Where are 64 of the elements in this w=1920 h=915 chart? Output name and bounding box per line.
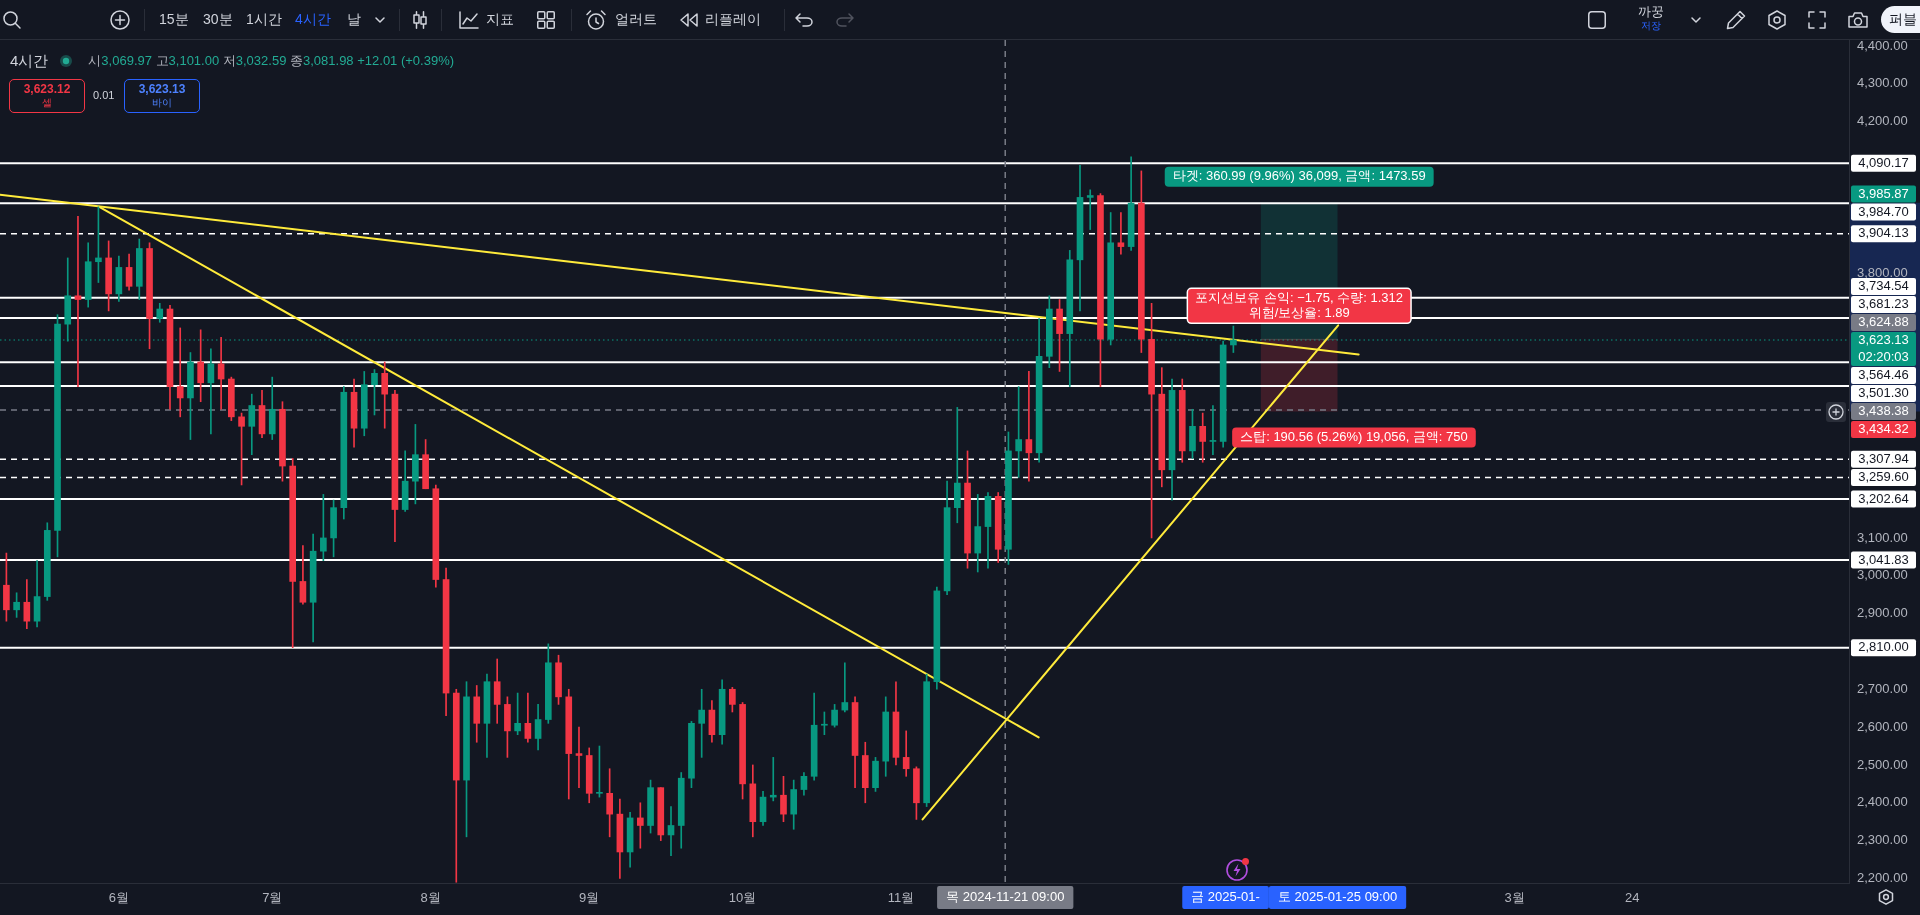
text: 3,985.87 — [1858, 185, 1909, 201]
annotation: 타겟: 360.99 (9.96%) 36,099, 금액: 1473.59 — [1172, 168, 1426, 184]
annotation: 3,623.12 — [23, 82, 71, 96]
ref-line-label: 3,438.38 — [1858, 403, 1909, 419]
text: 1시간 — [246, 11, 282, 27]
annotation: 포지션보유 손익: −1.75, 수량: 1.312 위험/보상율: 1.89 — [1195, 289, 1404, 320]
ref-line-label: 3,904.13 — [1858, 225, 1909, 241]
annotation: 셀 — [42, 97, 52, 108]
text: 시3,069.97 고3,101.00 저3,032.59 종3,081.98 +12.01 (+0.39%) — [88, 53, 455, 68]
buy-button: 3,623.13 바이 — [124, 79, 200, 113]
x-tick-label: 6월 — [108, 890, 129, 906]
y-tick-label: 2,600.00 — [1857, 718, 1908, 734]
text: 15분 — [159, 11, 189, 27]
x-tick-label: 10월 — [728, 890, 757, 906]
ref-line-label: 3,984.70 — [1858, 203, 1909, 219]
y-tick-label: 4,400.00 — [1857, 37, 1908, 53]
x-tick-label: 8월 — [420, 890, 441, 906]
ref-line-label: 3,307.94 — [1858, 450, 1909, 466]
ref-line-label: 4,090.17 — [1858, 154, 1909, 170]
x-tick-label: 9월 — [579, 890, 600, 906]
x-tick-label: 7월 — [262, 890, 283, 906]
text: 날 — [347, 11, 361, 27]
y-tick-label: 3,100.00 — [1857, 529, 1908, 545]
x-tick-label: 11월 — [887, 890, 915, 906]
y-tick-label: 2,300.00 — [1857, 832, 1908, 848]
x-tick-label: 24 — [1624, 890, 1640, 906]
y-tick-label: 2,200.00 — [1857, 870, 1908, 886]
ref-line-label: 3,501.30 — [1858, 385, 1909, 401]
y-tick-label: 2,900.00 — [1857, 605, 1908, 621]
text: 30분 — [203, 11, 233, 27]
y-tick-label: 4,200.00 — [1857, 113, 1908, 129]
text: 지표 — [486, 11, 514, 27]
text: 얼러트 — [615, 11, 657, 27]
y-tick-label: 3,800.00 — [1857, 264, 1908, 280]
y-tick-label: 4,300.00 — [1857, 75, 1908, 91]
annotation: 바이 — [152, 97, 172, 108]
text: 3,434.32 — [1858, 421, 1909, 437]
annotation: 스탑: 190.56 (5.26%) 19,056, 금액: 750 — [1240, 429, 1468, 445]
publish-button: 퍼블 — [1881, 6, 1920, 33]
ref-line-label: 3,202.64 — [1858, 490, 1909, 506]
ref-line-label: 3,259.60 — [1858, 469, 1909, 485]
text: 까꿍 — [1638, 4, 1664, 19]
x-tick-label: 3월 — [1504, 890, 1525, 906]
y-tick-label: 3,000.00 — [1857, 567, 1908, 583]
ref-line-label: 3,041.83 — [1858, 551, 1909, 567]
annotation: 0.01 — [93, 89, 115, 101]
text: 토 2025-01-25 09:00 — [1277, 889, 1398, 905]
text: 3,624.88 — [1858, 314, 1909, 330]
y-tick-label: 2,700.00 — [1857, 680, 1908, 696]
text: 4시간 — [10, 51, 49, 71]
text: 금 2025-01- — [1191, 889, 1260, 905]
ref-line-label: 목 2024-11-21 09:00 — [946, 889, 1065, 905]
y-tick-label: 2,500.00 — [1857, 756, 1908, 772]
ref-line-label: 3,734.54 — [1858, 278, 1909, 294]
legend-label: 3,681.23 — [1858, 296, 1909, 312]
text: 리플레이 — [705, 11, 761, 27]
text: 저장 — [1641, 20, 1661, 31]
text: 4시간 — [295, 11, 331, 27]
annotation: 3,623.13 — [138, 82, 186, 96]
ref-line-label: 3,564.46 — [1858, 367, 1909, 383]
y-tick-label: 2,400.00 — [1857, 794, 1908, 810]
ref-line-label: 3,623.13 02:20:03 — [1858, 331, 1909, 365]
ref-line-label: 2,810.00 — [1858, 639, 1909, 655]
sell-button: 3,623.12 셀 — [9, 79, 85, 113]
